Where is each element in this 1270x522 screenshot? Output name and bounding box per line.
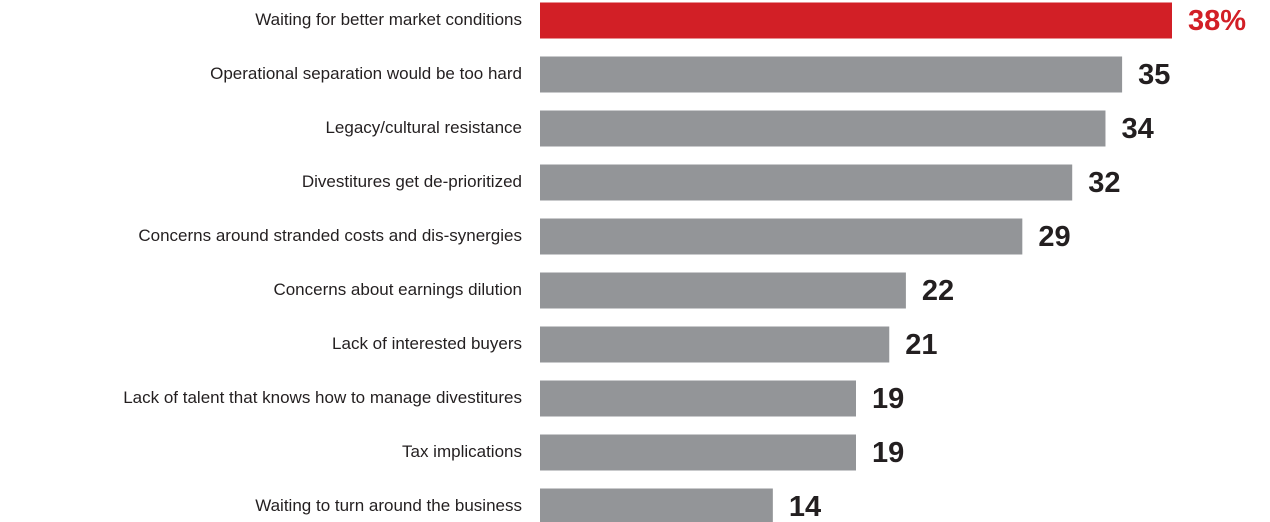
value-label: 35	[1138, 59, 1170, 91]
value-label: 14	[789, 491, 821, 522]
category-label: Tax implications	[402, 442, 522, 461]
category-label: Operational separation would be too hard	[210, 64, 522, 83]
value-label: 21	[905, 329, 937, 361]
category-label: Legacy/cultural resistance	[325, 118, 522, 137]
value-label: 19	[872, 437, 904, 469]
value-label: 19	[872, 383, 904, 415]
value-label: 34	[1121, 113, 1153, 145]
value-label: 29	[1038, 221, 1070, 253]
category-label: Waiting to turn around the business	[255, 496, 522, 515]
bar	[540, 488, 773, 522]
category-label: Concerns around stranded costs and dis-s…	[138, 226, 522, 245]
bar	[540, 380, 856, 417]
category-label: Lack of interested buyers	[332, 334, 522, 353]
value-label: 22	[922, 275, 954, 307]
value-label: 32	[1088, 167, 1120, 199]
bar	[540, 326, 890, 363]
category-label: Lack of talent that knows how to manage …	[123, 388, 522, 407]
bar	[540, 164, 1073, 201]
bar	[540, 272, 906, 309]
bar	[540, 218, 1023, 255]
bar	[540, 56, 1123, 93]
category-label: Concerns about earnings dilution	[273, 280, 522, 299]
bar	[540, 2, 1172, 39]
bar	[540, 434, 856, 471]
value-label: 38%	[1188, 5, 1246, 37]
category-label: Waiting for better market conditions	[255, 10, 522, 29]
bar	[540, 110, 1106, 147]
category-label: Divestitures get de-prioritized	[302, 172, 522, 191]
